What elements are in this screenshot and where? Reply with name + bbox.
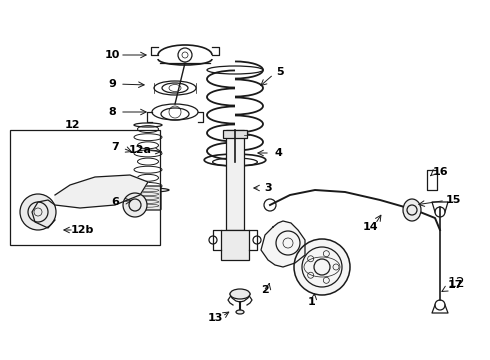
Text: 5: 5 [276,67,284,77]
Bar [221,230,249,260]
Text: 1: 1 [308,297,316,307]
Circle shape [294,239,350,295]
Text: 10: 10 [104,50,120,60]
Text: 13: 13 [207,313,222,323]
Circle shape [123,193,147,217]
FancyBboxPatch shape [135,186,161,210]
Text: 15: 15 [445,195,461,205]
Ellipse shape [230,289,250,299]
Bar [226,130,244,230]
Text: 16: 16 [432,167,448,177]
Text: 12: 12 [64,120,80,130]
Text: 17: 17 [447,280,463,290]
Bar [10,130,160,245]
Circle shape [20,194,56,230]
Text: 2: 2 [261,285,269,295]
Text: 12b: 12b [70,225,94,235]
Text: 8: 8 [108,107,116,117]
Text: 7: 7 [111,142,119,152]
Text: 3: 3 [264,183,272,193]
Text: 14: 14 [362,222,378,232]
Bar [223,130,247,138]
Text: 6: 6 [111,197,119,207]
Ellipse shape [403,199,421,221]
Text: 9: 9 [108,79,116,89]
Polygon shape [32,175,148,228]
Polygon shape [261,221,305,267]
Text: 4: 4 [274,148,282,158]
Text: 12: 12 [442,276,466,292]
Text: 12a: 12a [128,145,151,155]
Ellipse shape [236,310,244,314]
